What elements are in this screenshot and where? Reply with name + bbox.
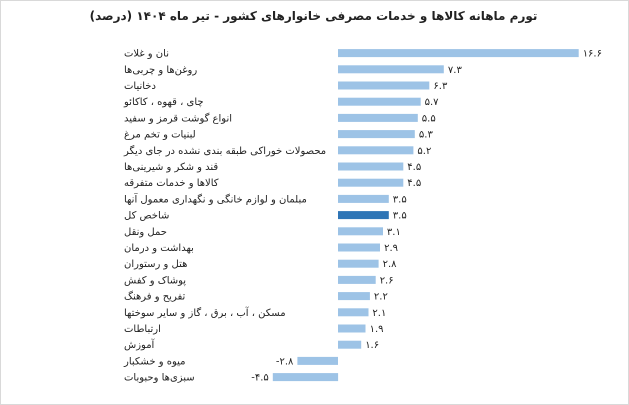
value-label: -۴.۵	[251, 373, 269, 384]
category-label: حمل ونقل	[124, 227, 167, 238]
bar	[338, 146, 414, 155]
category-label: محصولات خوراکی طبقه بندی نشده در جای دیگ…	[123, 145, 326, 157]
category-label: پوشاک و کفش	[124, 275, 186, 286]
bar	[338, 324, 366, 333]
category-label: میوه و خشکبار	[123, 356, 185, 367]
bar	[338, 113, 418, 122]
value-label: ۲.۹	[384, 243, 398, 254]
bar	[338, 130, 415, 139]
value-label: ۱۶.۶	[583, 49, 602, 60]
value-label: ۳.۱	[387, 227, 401, 238]
bar	[338, 162, 404, 171]
value-label: ۴.۵	[407, 162, 421, 173]
category-label: بهداشت و درمان	[124, 243, 194, 254]
value-label: ۵.۲	[417, 146, 431, 157]
category-label: قند و شکر و شیرینی‌ها	[124, 162, 218, 173]
bar	[338, 211, 389, 220]
category-label: کالاها و خدمات متفرقه	[124, 178, 219, 189]
value-label: ۳.۵	[393, 211, 407, 222]
bar	[338, 308, 369, 317]
bar	[338, 259, 379, 268]
value-label: ۴.۵	[407, 178, 421, 189]
value-label: ۱.۶	[365, 340, 379, 351]
category-label: مبلمان و لوازم خانگی و نگهداری معمول آنه…	[124, 192, 307, 205]
bar	[272, 373, 339, 382]
value-label: ۵.۵	[422, 113, 436, 124]
category-label: روغن‌ها و چربی‌ها	[124, 65, 197, 76]
value-label: ۲.۸	[383, 259, 398, 270]
category-label: چای ، قهوه ، کاکائو	[123, 97, 204, 108]
bar	[338, 243, 380, 252]
bar	[297, 356, 338, 365]
bar	[338, 227, 383, 236]
category-label: آموزش	[124, 338, 156, 351]
value-label: ۳.۵	[393, 194, 407, 205]
category-label: لبنیات و تخم مرغ	[124, 130, 196, 141]
value-label: ۲.۶	[380, 275, 394, 286]
value-label: ۱.۹	[370, 324, 384, 335]
bar	[338, 81, 430, 90]
value-label: ۵.۳	[419, 130, 434, 141]
value-label: ۲.۱	[372, 308, 386, 319]
bar	[338, 97, 421, 106]
bar	[338, 340, 362, 349]
category-label: ارتباطات	[124, 324, 161, 335]
chart-title: تورم ماهانه کالاها و خدمات مصرفی خانواره…	[89, 9, 538, 23]
bar	[338, 292, 370, 301]
value-label: ۵.۷	[425, 97, 440, 108]
value-label: ۷.۳	[448, 65, 463, 76]
bar	[338, 194, 389, 203]
bar	[338, 275, 376, 284]
bar	[338, 65, 444, 74]
value-label: -۲.۸	[276, 356, 294, 367]
bar	[338, 178, 404, 187]
category-label: دخانیات	[124, 81, 156, 92]
category-label: سبزی‌ها وحبوبات	[124, 373, 195, 384]
category-label: مسکن ، آب ، برق ، گاز و سایر سوختها	[124, 306, 286, 319]
value-label: ۲.۲	[374, 292, 388, 303]
category-label: نان و غلات	[124, 49, 169, 60]
category-label: انواع گوشت قرمز و سفید	[124, 112, 232, 124]
value-label: ۶.۳	[433, 81, 448, 92]
category-label: هتل و رستوران	[124, 259, 187, 270]
bar	[338, 49, 579, 58]
category-label: شاخص کل	[124, 211, 169, 222]
category-label: تفریح و فرهنگ	[124, 291, 186, 303]
